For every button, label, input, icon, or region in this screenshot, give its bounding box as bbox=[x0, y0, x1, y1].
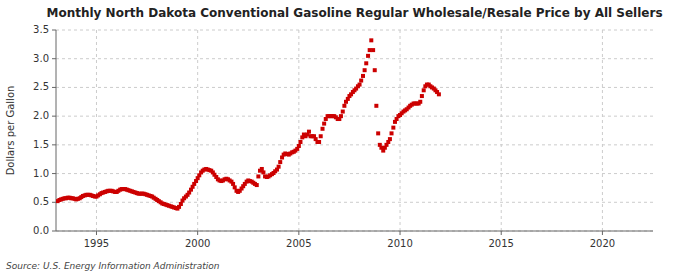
point bbox=[298, 140, 302, 144]
x-tick-label: 2005 bbox=[286, 238, 311, 249]
x-tick-label: 2010 bbox=[387, 238, 412, 249]
point bbox=[437, 92, 441, 96]
y-tick-label: 0.5 bbox=[33, 196, 49, 207]
point bbox=[261, 170, 265, 174]
point bbox=[366, 54, 370, 58]
x-tick bbox=[602, 231, 603, 235]
x-grid-line bbox=[602, 30, 603, 231]
x-tick-label: 1995 bbox=[84, 238, 109, 249]
point bbox=[391, 126, 395, 130]
x-grid-line bbox=[197, 30, 198, 231]
x-tick bbox=[501, 231, 502, 235]
grid bbox=[56, 30, 653, 231]
y-grid-line bbox=[56, 144, 653, 145]
point bbox=[376, 131, 380, 135]
source-note: Source: U.S. Energy Information Administ… bbox=[6, 261, 220, 271]
y-tick-label: 3.0 bbox=[33, 53, 49, 64]
chart-container: 0.0 0.5 1.0 1.5 2.0 2.5 3.0 3.5 1995 2000 2005 2010… bbox=[0, 0, 675, 275]
y-tick-label: 3.5 bbox=[33, 24, 49, 35]
point bbox=[374, 104, 378, 108]
y-tick bbox=[52, 116, 56, 117]
y-tick-label: 1.0 bbox=[33, 168, 49, 179]
y-tick bbox=[52, 202, 56, 203]
point bbox=[359, 79, 363, 83]
point bbox=[388, 137, 392, 141]
x-grid-line bbox=[501, 30, 502, 231]
x-tick bbox=[298, 231, 299, 235]
point bbox=[256, 174, 260, 178]
point bbox=[371, 48, 375, 52]
x-tick-label: 2000 bbox=[185, 238, 210, 249]
y-axis-label: Dollars per Gallon bbox=[5, 86, 16, 176]
y-tick bbox=[52, 173, 56, 174]
point bbox=[341, 110, 345, 114]
point bbox=[231, 182, 235, 186]
y-grid-line bbox=[56, 58, 653, 59]
point bbox=[390, 131, 394, 135]
y-tick-label: 0.0 bbox=[33, 225, 49, 236]
y-grid-line bbox=[56, 202, 653, 203]
y-tick bbox=[52, 30, 56, 31]
point bbox=[339, 114, 343, 118]
point bbox=[422, 88, 426, 92]
point bbox=[317, 140, 321, 144]
y-grid-line bbox=[56, 173, 653, 174]
x-tick bbox=[400, 231, 401, 235]
point bbox=[277, 165, 281, 169]
axes: 0.0 0.5 1.0 1.5 2.0 2.5 3.0 3.5 1995 2000 2005 2010… bbox=[33, 24, 653, 249]
x-tick-label: 2020 bbox=[590, 238, 615, 249]
point bbox=[260, 167, 264, 171]
point bbox=[361, 74, 365, 78]
title: Monthly North Dakota Conventional Gasoli… bbox=[46, 6, 662, 20]
point bbox=[364, 61, 368, 65]
y-grid-line bbox=[56, 116, 653, 117]
point bbox=[297, 144, 301, 148]
chart-svg: 0.0 0.5 1.0 1.5 2.0 2.5 3.0 3.5 1995 2000 2005 2010… bbox=[0, 0, 675, 275]
point bbox=[420, 94, 424, 98]
y-tick bbox=[52, 87, 56, 88]
point bbox=[322, 122, 326, 126]
point bbox=[369, 38, 373, 42]
x-axis-line bbox=[56, 231, 653, 232]
point bbox=[319, 134, 323, 138]
y-tick-label: 2.0 bbox=[33, 110, 49, 121]
point bbox=[233, 185, 237, 189]
y-tick-label: 1.5 bbox=[33, 139, 49, 150]
x-tick bbox=[197, 231, 198, 235]
point bbox=[363, 68, 367, 72]
point bbox=[321, 127, 325, 131]
point bbox=[342, 104, 346, 108]
x-tick bbox=[96, 231, 97, 235]
y-grid-line bbox=[56, 30, 653, 31]
y-tick bbox=[52, 58, 56, 59]
y-tick-label: 2.5 bbox=[33, 81, 49, 92]
point bbox=[278, 160, 282, 164]
y-grid-line bbox=[56, 231, 653, 232]
point bbox=[418, 100, 422, 104]
point bbox=[373, 68, 377, 72]
x-grid-line bbox=[400, 30, 401, 231]
point bbox=[358, 83, 362, 87]
x-tick-label: 2015 bbox=[488, 238, 513, 249]
y-tick bbox=[52, 144, 56, 145]
point bbox=[368, 48, 372, 52]
x-grid-line bbox=[298, 30, 299, 231]
point bbox=[307, 130, 311, 134]
points bbox=[56, 38, 441, 210]
y-tick bbox=[52, 231, 56, 232]
point bbox=[255, 183, 259, 187]
point bbox=[179, 202, 183, 206]
x-grid-line bbox=[96, 30, 97, 231]
